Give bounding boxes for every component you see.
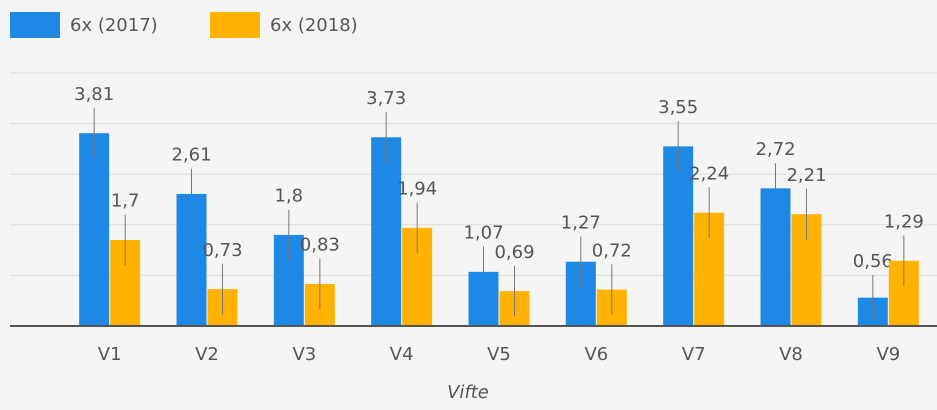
x-tick-label: V1 [98, 344, 122, 365]
value-label: 2,61 [171, 145, 211, 166]
value-label: 2,21 [786, 165, 826, 186]
x-tick-label: V7 [682, 344, 706, 365]
value-label: 2,24 [689, 163, 729, 184]
value-label: 3,55 [658, 97, 698, 118]
x-tick-label: V6 [584, 344, 608, 365]
value-label: 1,07 [463, 223, 503, 244]
value-label: 1,8 [275, 186, 304, 207]
legend-label: 6x (2017) [70, 15, 158, 36]
value-label: 0,72 [592, 240, 632, 261]
x-tick-label: V4 [390, 344, 414, 365]
x-tick-label: V5 [487, 344, 511, 365]
x-tick-label: V3 [292, 344, 316, 365]
legend-swatch [210, 12, 260, 38]
bar [663, 146, 694, 326]
bar [371, 137, 402, 326]
value-label: 1,94 [397, 179, 437, 200]
value-label: 3,81 [74, 84, 114, 105]
value-label: 3,73 [366, 88, 406, 109]
value-label: 0,73 [202, 240, 242, 261]
x-tick-label: V2 [195, 344, 219, 365]
value-label: 1,7 [111, 191, 140, 212]
x-axis-title: Vifte [447, 382, 489, 403]
value-label: 0,56 [853, 251, 893, 272]
value-label: 0,69 [494, 242, 534, 263]
bar [79, 133, 110, 326]
value-label: 0,83 [300, 235, 340, 256]
value-label: 1,27 [561, 212, 601, 233]
legend-swatch [10, 12, 60, 38]
value-label: 2,72 [755, 139, 795, 160]
x-tick-label: V8 [779, 344, 803, 365]
legend-label: 6x (2018) [270, 15, 358, 36]
value-label: 1,29 [884, 211, 924, 232]
x-tick-label: V9 [876, 344, 900, 365]
